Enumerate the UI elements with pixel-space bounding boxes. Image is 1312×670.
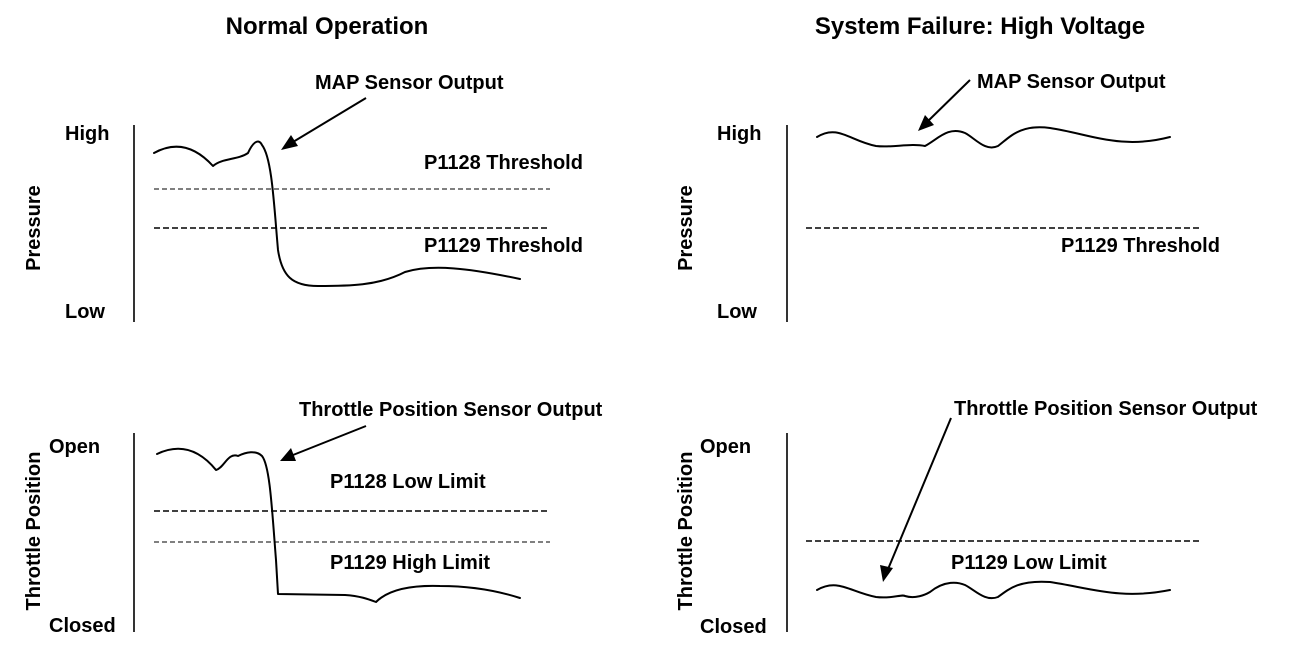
title-normal-operation: Normal Operation [226, 13, 429, 40]
y-axis-label: Pressure [23, 185, 45, 271]
map-sensor-curve [153, 140, 521, 287]
map-sensor-arrow [924, 79, 971, 125]
p1128-threshold-label: P1128 Threshold [424, 152, 583, 174]
y-high-label: Open [700, 436, 751, 458]
throttle-sensor-arrow [287, 425, 367, 458]
y-low-label: Closed [49, 615, 116, 637]
panel-normal-throttle: Throttle Position Open Closed P1128 Low … [23, 399, 603, 637]
panel-failure-throttle: Throttle Position Open Closed P1129 Low … [675, 398, 1258, 638]
y-high-label: Open [49, 436, 100, 458]
p1129-low-limit-label: P1129 Low Limit [951, 552, 1107, 574]
y-axis-label: Throttle Position [675, 452, 697, 611]
panel-normal-pressure: Pressure High Low P1128 Threshold P1129 … [23, 72, 583, 323]
y-axis-label: Throttle Position [23, 452, 45, 611]
p1129-high-limit-label: P1129 High Limit [330, 552, 490, 574]
p1129-threshold-label: P1129 Threshold [1061, 235, 1220, 257]
y-low-label: Low [65, 301, 105, 323]
throttle-sensor-curve [816, 580, 1171, 600]
arrowhead-icon [281, 135, 298, 150]
y-high-label: High [65, 123, 109, 145]
y-low-label: Closed [700, 616, 767, 638]
map-sensor-output-label: MAP Sensor Output [315, 72, 504, 94]
map-sensor-output-label: MAP Sensor Output [977, 71, 1166, 93]
p1129-threshold-label: P1129 Threshold [424, 235, 583, 257]
y-high-label: High [717, 123, 761, 145]
map-sensor-arrow [287, 97, 367, 146]
arrowhead-icon [918, 115, 934, 131]
y-low-label: Low [717, 301, 757, 323]
title-system-failure: System Failure: High Voltage [815, 13, 1145, 40]
map-sensor-curve [816, 126, 1171, 149]
panel-failure-pressure: Pressure High Low P1129 Threshold MAP Se… [675, 71, 1220, 323]
throttle-sensor-output-label: Throttle Position Sensor Output [954, 398, 1258, 420]
throttle-sensor-arrow [885, 417, 952, 575]
arrowhead-icon [880, 565, 893, 582]
arrowhead-icon [280, 448, 296, 461]
y-axis-label: Pressure [675, 185, 697, 271]
throttle-sensor-curve [156, 447, 521, 603]
p1128-low-limit-label: P1128 Low Limit [330, 471, 486, 493]
throttle-sensor-output-label: Throttle Position Sensor Output [299, 399, 603, 421]
